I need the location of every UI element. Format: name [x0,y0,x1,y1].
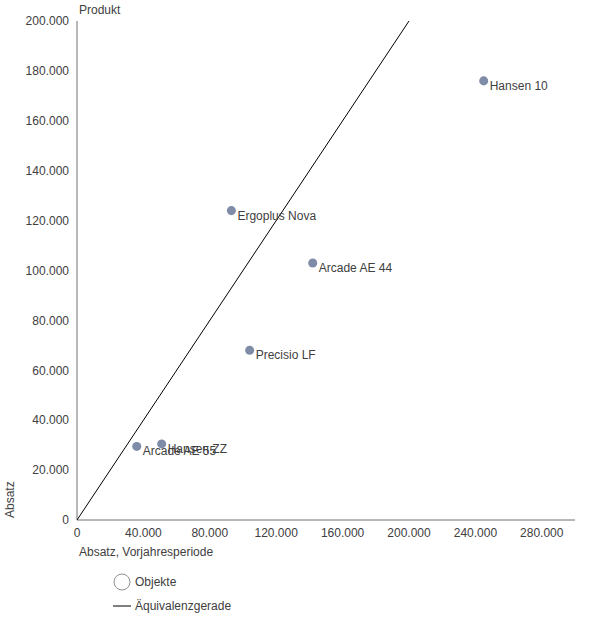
svg-text:40.000: 40.000 [32,413,69,427]
svg-text:60.000: 60.000 [32,364,69,378]
svg-text:Hansen 10: Hansen 10 [490,79,548,93]
svg-text:Arcade AE 44: Arcade AE 44 [319,261,393,275]
svg-text:Arcade AE 55: Arcade AE 55 [143,444,217,458]
html-text:Absatz: Absatz [3,481,17,518]
svg-text:160.000: 160.000 [321,526,365,540]
svg-text:280.000: 280.000 [520,526,564,540]
svg-text:0: 0 [62,513,69,527]
svg-text:140.000: 140.000 [26,164,70,178]
svg-text:0: 0 [74,526,81,540]
svg-text:40.000: 40.000 [125,526,162,540]
svg-text:120.000: 120.000 [26,214,70,228]
svg-text:Ergoplus Nova: Ergoplus Nova [237,209,316,223]
svg-text:180.000: 180.000 [26,64,70,78]
svg-text:160.000: 160.000 [26,114,70,128]
html-text:Äquivalenzgerade: Äquivalenzgerade [135,599,232,613]
html-text:Objekte: Objekte [135,575,177,589]
svg-text:80.000: 80.000 [32,314,69,328]
svg-text:200.000: 200.000 [26,14,70,28]
svg-text:20.000: 20.000 [32,463,69,477]
svg-text:200.000: 200.000 [387,526,431,540]
svg-text:Precisio LF: Precisio LF [256,348,316,362]
html-text:Absatz, Vorjahresperiode: Absatz, Vorjahresperiode [79,545,214,559]
svg-text:240.000: 240.000 [454,526,498,540]
html-text:Produkt: Produkt [79,3,121,17]
svg-text:80.000: 80.000 [191,526,228,540]
svg-text:120.000: 120.000 [255,526,299,540]
svg-text:100.000: 100.000 [26,264,70,278]
